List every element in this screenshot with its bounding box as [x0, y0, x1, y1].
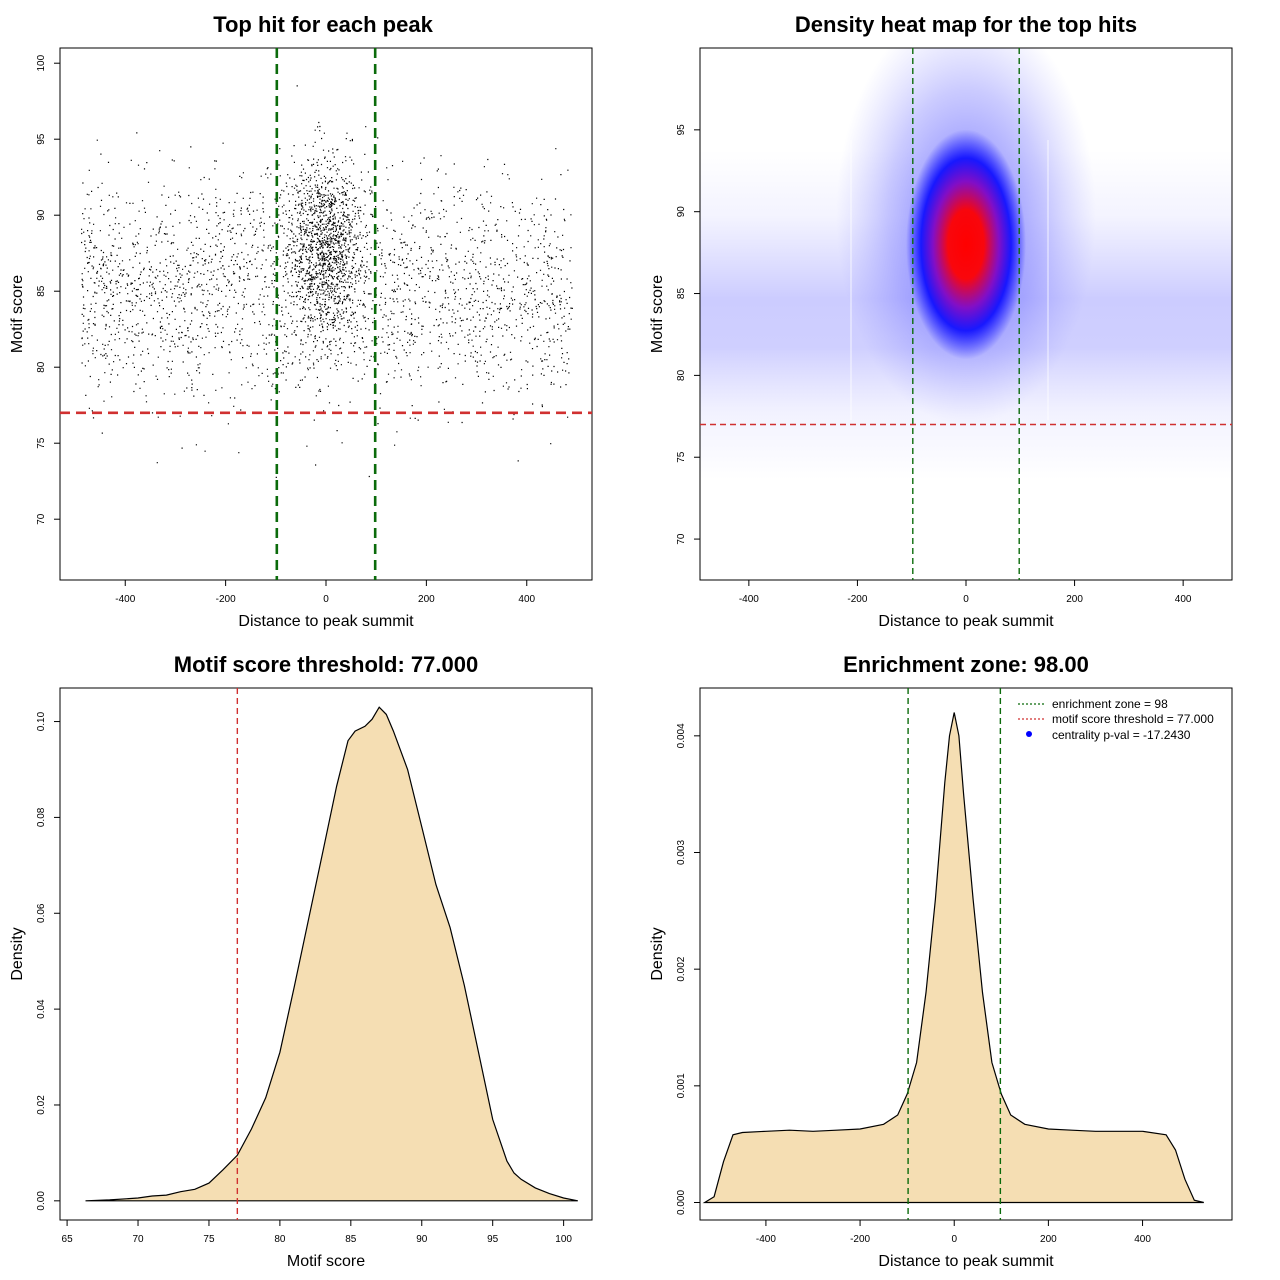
- heatmap-xlabel: Distance to peak summit: [878, 613, 1054, 630]
- x-tick-label: 200: [1066, 594, 1083, 605]
- legend-threshold-label: motif score threshold = 77.000: [1052, 712, 1214, 726]
- x-tick-label: 0: [951, 1234, 957, 1245]
- x-tick-label: 75: [203, 1234, 215, 1245]
- y-tick-label: 0.003: [676, 840, 687, 865]
- y-tick-label: 0.000: [676, 1190, 687, 1215]
- x-tick-label: 100: [555, 1234, 572, 1245]
- y-tick-label: 70: [36, 513, 47, 525]
- heatmap-density: [700, 48, 1232, 580]
- scatter-title: Top hit for each peak: [213, 12, 433, 37]
- y-tick-label: 80: [36, 361, 47, 373]
- heatmap-core: [906, 129, 1026, 360]
- y-tick-label: 75: [36, 437, 47, 449]
- legend-pval-point: [1026, 731, 1032, 737]
- x-tick-label: -200: [850, 1234, 870, 1245]
- x-tick-label: 0: [323, 594, 329, 605]
- y-tick-label: 80: [676, 369, 687, 381]
- y-tick-label: 0.08: [36, 807, 47, 827]
- x-tick-label: 90: [416, 1234, 428, 1245]
- y-tick-label: 85: [676, 288, 687, 300]
- x-tick-label: 0: [963, 594, 969, 605]
- distance-density-area: [702, 712, 1204, 1204]
- distance-density-legend: enrichment zone = 98 motif score thresho…: [1018, 697, 1214, 742]
- x-tick-label: 65: [62, 1234, 74, 1245]
- legend-enrichment-label: enrichment zone = 98: [1052, 697, 1168, 711]
- scatter-x-axis: -400 -200 0 200 400: [115, 580, 536, 605]
- y-tick-label: 75: [676, 451, 687, 463]
- y-tick-label: 0.002: [676, 956, 687, 981]
- x-tick-label: 95: [487, 1234, 499, 1245]
- heatmap-x-axis: -400 -200 0 200 400: [739, 580, 1192, 605]
- x-tick-label: 70: [132, 1234, 144, 1245]
- x-tick-label: -400: [115, 594, 135, 605]
- x-tick-label: 400: [1134, 1234, 1151, 1245]
- score-density-y-axis: 0.00 0.02 0.04 0.06 0.08 0.10: [36, 711, 60, 1211]
- distance-density-x-axis: -400 -200 0 200 400: [756, 1220, 1151, 1245]
- heatmap-reference-lines: [700, 48, 1232, 580]
- distance-density-y-axis: 0.000 0.001 0.002 0.003 0.004: [676, 723, 700, 1215]
- distance-density-ylabel: Density: [649, 927, 666, 980]
- y-tick-label: 95: [36, 133, 47, 145]
- scatter-panel: Top hit for each peak -400 -200 0 200 400 70…: [9, 12, 593, 630]
- x-tick-label: 85: [345, 1234, 357, 1245]
- distance-density-title: Enrichment zone: 98.00: [843, 652, 1089, 677]
- scatter-reference-lines: [60, 48, 592, 580]
- y-tick-label: 90: [36, 209, 47, 221]
- x-tick-label: 200: [1040, 1234, 1057, 1245]
- heatmap-title: Density heat map for the top hits: [795, 12, 1137, 37]
- x-tick-label: 80: [274, 1234, 286, 1245]
- score-density-panel: Motif score threshold: 77.000 65 70 75 80 85…: [9, 652, 593, 1270]
- x-tick-label: -200: [847, 594, 867, 605]
- y-tick-label: 100: [36, 54, 47, 71]
- score-density-area: [85, 706, 578, 1202]
- scatter-point: [81, 85, 573, 479]
- score-density-title: Motif score threshold: 77.000: [174, 652, 478, 677]
- y-tick-label: 0.001: [676, 1073, 687, 1098]
- x-tick-label: -400: [756, 1234, 776, 1245]
- y-tick-label: 0.04: [36, 999, 47, 1019]
- y-tick-label: 0.004: [676, 723, 687, 748]
- distance-density-reference-lines: [907, 688, 1002, 1220]
- y-tick-label: 0.10: [36, 711, 47, 731]
- scatter-ylabel: Motif score: [9, 275, 26, 353]
- y-tick-label: 95: [676, 124, 687, 136]
- y-tick-label: 0.00: [36, 1191, 47, 1211]
- x-tick-label: 200: [418, 594, 435, 605]
- scatter-points: [81, 85, 573, 479]
- score-density-frame: [59, 687, 593, 1221]
- y-tick-label: 70: [676, 533, 687, 545]
- score-density-ylabel: Density: [9, 927, 26, 980]
- x-tick-label: 400: [1175, 594, 1192, 605]
- distance-density-frame: [699, 687, 1233, 1221]
- distance-density-xlabel: Distance to peak summit: [878, 1253, 1054, 1270]
- score-density-xlabel: Motif score: [287, 1253, 365, 1270]
- y-tick-label: 0.02: [36, 1095, 47, 1115]
- x-tick-label: 400: [518, 594, 535, 605]
- x-tick-label: -400: [739, 594, 759, 605]
- legend-pval-label: centrality p-val = -17.2430: [1052, 728, 1191, 742]
- y-tick-label: 85: [36, 285, 47, 297]
- scatter-y-axis: 70 75 80 85 90 95 100: [36, 54, 60, 525]
- heatmap-ylabel: Motif score: [649, 275, 666, 353]
- heatmap-y-axis: 70 75 80 85 90 95: [676, 124, 700, 545]
- score-density-x-axis: 65 70 75 80 85 90 95 100: [62, 1220, 572, 1245]
- y-tick-label: 0.06: [36, 903, 47, 923]
- scatter-xlabel: Distance to peak summit: [238, 613, 414, 630]
- x-tick-label: -200: [216, 594, 236, 605]
- distance-density-panel: Enrichment zone: 98.00 -400 -200 0 200 400 0…: [649, 652, 1233, 1270]
- heatmap-panel: Density heat map for the top hits -400 -2…: [649, 12, 1233, 630]
- y-tick-label: 90: [676, 206, 687, 218]
